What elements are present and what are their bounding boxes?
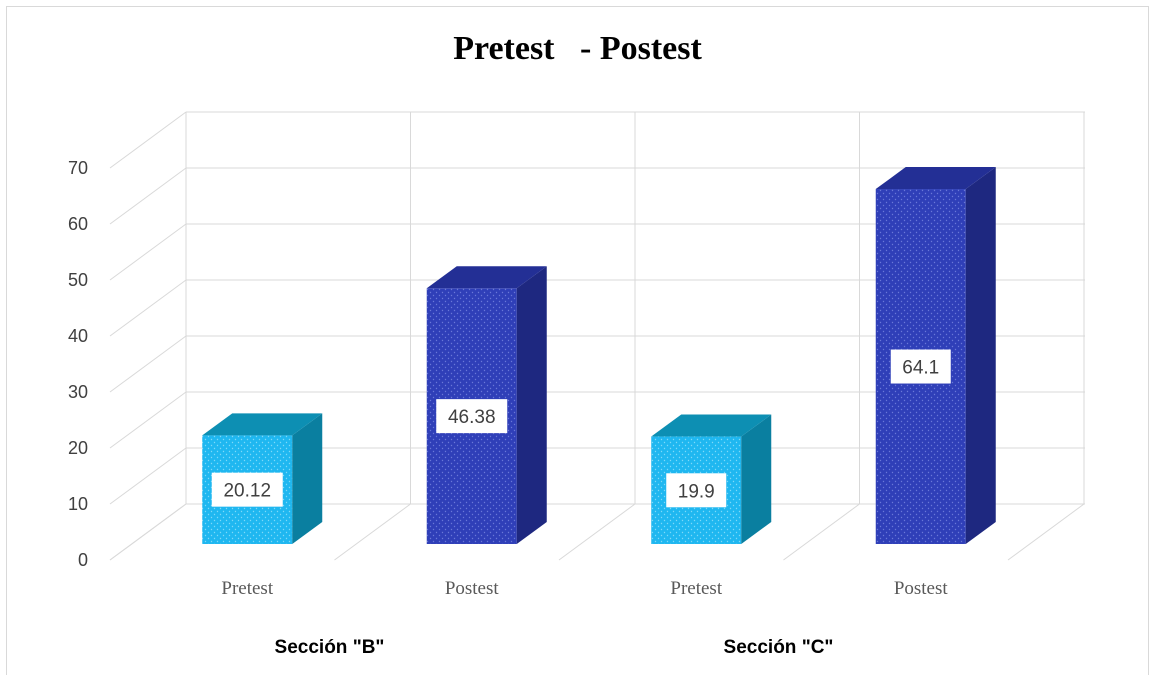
y-tick-label: 40 xyxy=(68,326,88,346)
group-label: Sección "B" xyxy=(275,637,385,658)
bar: 19.9 xyxy=(651,414,772,544)
data-label-box xyxy=(211,472,283,507)
chart-title: Pretest - Postest xyxy=(453,30,702,67)
gridline-floor xyxy=(109,503,187,561)
bar-top xyxy=(426,266,547,289)
y-tick-label: 0 xyxy=(78,550,88,570)
data-label-box xyxy=(890,349,951,384)
gridline-floor xyxy=(334,503,411,561)
bar-top xyxy=(651,414,772,437)
gridline-side xyxy=(109,223,187,281)
bar: 64.1 xyxy=(875,167,996,545)
x-axis-labels: Pretest Postest Sección "B" Pretest Postest S… xyxy=(221,578,948,658)
x-category-label: Postest xyxy=(445,578,500,599)
y-tick-label: 10 xyxy=(68,494,88,514)
group-label: Sección "C" xyxy=(724,637,834,658)
gridline-floor xyxy=(783,503,860,561)
bar: 46.38 xyxy=(426,266,547,544)
gridline-floor xyxy=(1007,503,1085,561)
bar-side xyxy=(741,414,772,544)
gridline-side xyxy=(109,447,187,505)
gridline-side xyxy=(109,279,187,337)
x-category-label: Pretest xyxy=(670,578,722,599)
bar: 20.12 xyxy=(202,413,323,544)
bar-top xyxy=(875,167,996,190)
data-label: 19.9 xyxy=(678,481,715,502)
gridline-side xyxy=(109,167,187,225)
bar-side xyxy=(292,413,323,544)
y-tick-label: 30 xyxy=(68,382,88,402)
gridline-side xyxy=(109,111,187,169)
y-tick-label: 70 xyxy=(68,158,88,178)
bar-top xyxy=(202,413,323,436)
data-label: 64.1 xyxy=(902,358,939,379)
y-tick-label: 50 xyxy=(68,270,88,290)
x-category-label: Pretest xyxy=(221,578,273,599)
bars: 20.12 46.38 19.9 64.1 xyxy=(202,167,996,545)
y-tick-label: 60 xyxy=(68,214,88,234)
data-label-box xyxy=(666,473,727,508)
y-axis-ticks: 0 10 20 30 40 50 60 70 xyxy=(68,158,88,570)
bar-side xyxy=(965,167,996,545)
bar-side xyxy=(516,266,547,544)
gridline-side xyxy=(109,335,187,393)
x-category-label: Postest xyxy=(894,578,949,599)
gridline-floor xyxy=(558,503,636,561)
data-label: 20.12 xyxy=(223,481,271,502)
data-label: 46.38 xyxy=(448,407,496,428)
y-tick-label: 20 xyxy=(68,438,88,458)
gridline-side xyxy=(109,391,187,449)
data-label-box xyxy=(436,399,508,434)
